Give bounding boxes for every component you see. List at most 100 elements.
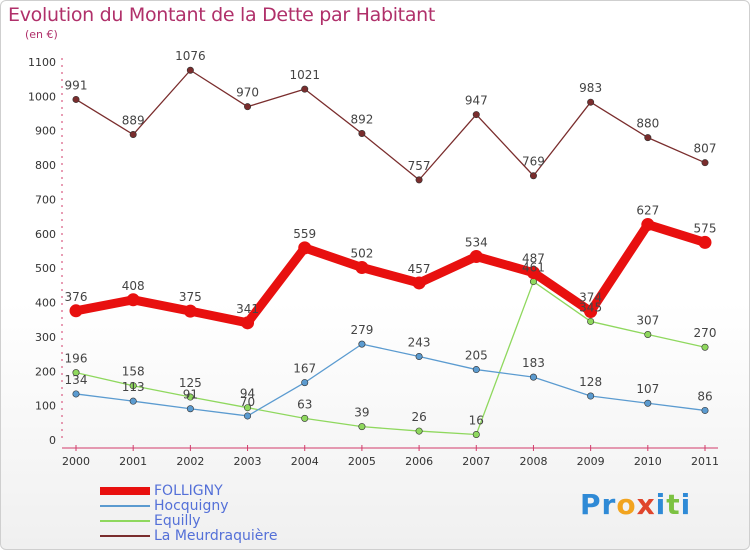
data-point <box>244 404 252 412</box>
proxiti-logo: Proxiti <box>580 488 691 521</box>
data-point <box>526 266 540 280</box>
data-label: 374 <box>579 290 602 304</box>
x-tick-label: 2003 <box>234 455 262 468</box>
data-point <box>129 397 137 405</box>
data-label: 16 <box>469 414 484 428</box>
data-point <box>472 366 480 374</box>
data-point <box>584 304 598 318</box>
data-point <box>701 159 709 167</box>
data-point <box>701 343 709 351</box>
logo-letter: P <box>580 488 602 521</box>
data-label: 86 <box>697 389 712 403</box>
data-label: 1021 <box>289 68 320 82</box>
legend-label: Equilly <box>154 513 201 529</box>
data-label: 243 <box>408 335 431 349</box>
x-tick-label: 2007 <box>462 455 490 468</box>
series-line-folligny <box>71 220 710 328</box>
legend-item: La Meurdraquière <box>100 529 400 543</box>
x-tick-label: 2001 <box>119 455 147 468</box>
legend-item: Equilly <box>100 514 400 528</box>
data-label: 94 <box>240 387 255 401</box>
data-label: 205 <box>465 349 488 363</box>
data-point <box>186 405 194 413</box>
series-layer <box>69 66 712 439</box>
data-label: 892 <box>350 112 373 126</box>
data-label: 196 <box>65 352 88 366</box>
y-tick-label: 400 <box>35 297 56 310</box>
y-tick-label: 700 <box>35 193 56 206</box>
y-tick-label: 1100 <box>28 56 56 69</box>
data-point <box>183 304 197 318</box>
data-point <box>472 431 480 439</box>
data-point <box>469 249 483 263</box>
data-point <box>129 131 137 139</box>
data-point <box>412 276 426 290</box>
data-label: 270 <box>694 326 717 340</box>
data-label: 970 <box>236 86 259 100</box>
data-point <box>244 103 252 111</box>
data-point <box>415 176 423 184</box>
data-label: 1076 <box>175 49 206 63</box>
data-label: 627 <box>636 204 659 218</box>
y-tick-label: 100 <box>35 400 56 413</box>
x-tick-label: 2002 <box>176 455 204 468</box>
logo-letter: t <box>666 488 681 521</box>
data-label: 457 <box>408 262 431 276</box>
y-tick-label: 0 <box>49 434 56 447</box>
x-tick-label: 2011 <box>691 455 719 468</box>
data-point <box>186 66 194 74</box>
data-label: 983 <box>579 81 602 95</box>
data-point <box>644 331 652 339</box>
data-point <box>641 218 655 232</box>
data-point <box>358 340 366 348</box>
data-label: 376 <box>65 290 88 304</box>
data-point <box>587 98 595 106</box>
series-line-hocquigny <box>75 343 706 417</box>
data-point <box>529 373 537 381</box>
x-tick-label: 2006 <box>405 455 433 468</box>
data-label: 345 <box>579 300 602 314</box>
x-tick-label: 2005 <box>348 455 376 468</box>
data-point <box>241 316 255 330</box>
data-point <box>701 406 709 414</box>
data-label: 307 <box>636 314 659 328</box>
legend-swatch <box>100 535 150 537</box>
y-tick-label: 800 <box>35 159 56 172</box>
data-label: 575 <box>694 221 717 235</box>
data-label: 375 <box>179 290 202 304</box>
data-point <box>186 393 194 401</box>
legend-label: La Meurdraquière <box>154 528 278 544</box>
data-label: 461 <box>522 261 545 275</box>
chart-title: Evolution du Montant de la Dette par Hab… <box>8 4 436 26</box>
data-point <box>298 241 312 255</box>
data-label: 39 <box>354 406 369 420</box>
series-line-la-meurdraqui-re <box>75 69 706 181</box>
data-point <box>587 392 595 400</box>
legend-swatch <box>100 520 150 522</box>
data-label: 125 <box>179 376 202 390</box>
data-point <box>644 134 652 142</box>
data-point <box>301 414 309 422</box>
data-point <box>415 352 423 360</box>
data-point <box>72 95 80 103</box>
y-tick-label: 600 <box>35 228 56 241</box>
data-label: 91 <box>183 388 198 402</box>
data-label: 991 <box>65 78 88 92</box>
data-label: 947 <box>465 94 488 108</box>
y-tick-label: 900 <box>35 125 56 138</box>
data-label: 26 <box>411 410 426 424</box>
data-label: 769 <box>522 155 545 169</box>
data-point <box>644 399 652 407</box>
data-point <box>69 304 83 318</box>
legend-swatch <box>100 487 150 495</box>
data-label: 158 <box>122 365 145 379</box>
data-label: 408 <box>122 279 145 293</box>
x-tick-label: 2000 <box>62 455 90 468</box>
data-label: 128 <box>579 375 602 389</box>
logo-letter: i <box>655 488 667 521</box>
data-point <box>355 260 369 274</box>
data-point <box>301 85 309 93</box>
data-label: 559 <box>293 227 316 241</box>
data-point <box>72 390 80 398</box>
